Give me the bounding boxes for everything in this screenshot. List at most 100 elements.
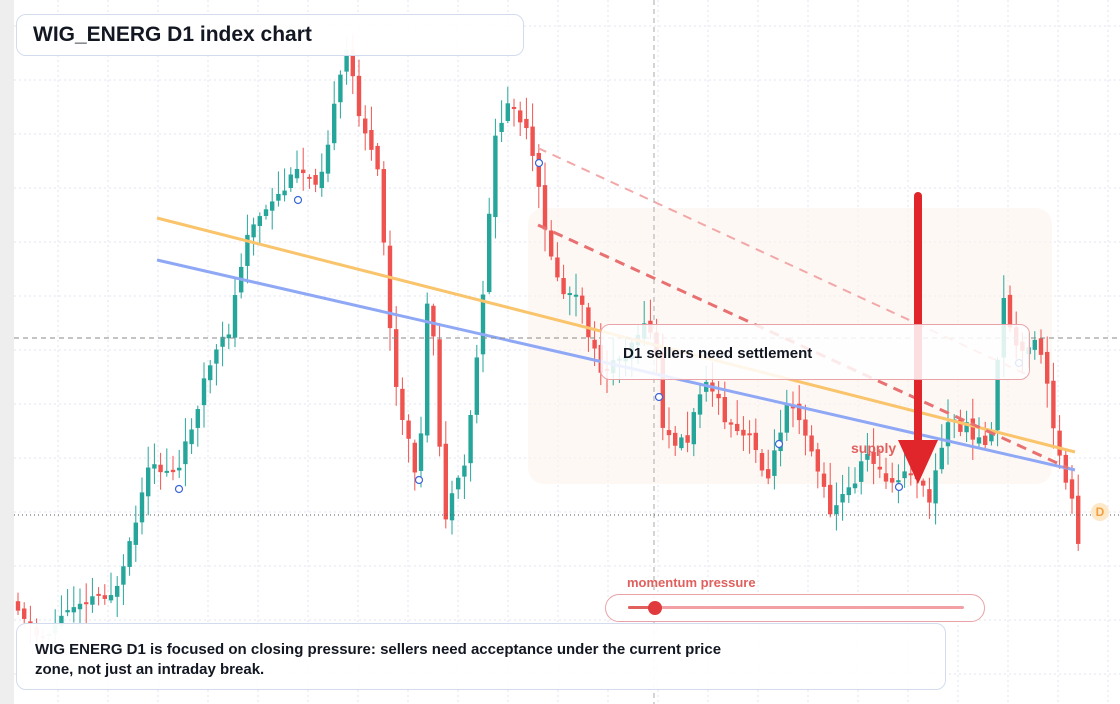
candle-down xyxy=(102,595,107,599)
candle-up xyxy=(220,336,225,347)
candle-up xyxy=(71,607,76,613)
candle-down xyxy=(96,593,101,596)
candle-down xyxy=(735,423,740,432)
candle-down xyxy=(877,466,882,470)
supply-label: supply xyxy=(851,440,897,456)
chart-title-box: WIG_ENERG D1 index chart xyxy=(16,14,524,56)
candle-up xyxy=(282,190,287,196)
candle-up xyxy=(939,447,944,470)
candle-down xyxy=(753,432,758,451)
candle-down xyxy=(1057,430,1062,456)
candle-down xyxy=(356,75,362,117)
candle-up xyxy=(499,122,504,132)
series-marker xyxy=(774,439,784,449)
series-marker xyxy=(894,482,904,492)
candle-down xyxy=(741,429,746,436)
candle-up xyxy=(462,465,467,477)
candle-up xyxy=(152,464,157,469)
candle-down xyxy=(406,420,411,439)
candle-down xyxy=(394,329,399,387)
momentum-knob[interactable] xyxy=(647,601,662,615)
candle-down xyxy=(586,307,591,338)
price-badge: D xyxy=(1091,503,1109,521)
candle-up xyxy=(257,216,262,226)
candle-up xyxy=(679,437,684,449)
candle-down xyxy=(790,406,796,409)
candle-down xyxy=(1038,338,1044,355)
candle-down xyxy=(536,152,541,187)
candle-up xyxy=(902,471,907,479)
candle-up xyxy=(77,603,83,610)
candle-up xyxy=(425,303,430,436)
candle-down xyxy=(809,435,814,452)
candle-up xyxy=(449,493,455,521)
candle-down xyxy=(580,295,585,305)
momentum-slider[interactable] xyxy=(605,594,985,622)
candle-up xyxy=(288,174,293,188)
candle-up xyxy=(121,566,126,585)
candle-up xyxy=(487,213,492,293)
candle-up xyxy=(493,135,498,218)
candle-down xyxy=(821,473,827,487)
candle-up xyxy=(846,487,851,496)
candle-down xyxy=(927,489,932,503)
candle-up xyxy=(214,349,219,364)
candle-up xyxy=(1032,339,1037,350)
candle-up xyxy=(90,596,95,605)
candle-up xyxy=(859,461,864,482)
candle-up xyxy=(208,365,213,381)
candle-up xyxy=(127,541,132,567)
candle-up xyxy=(964,422,969,433)
candle-up xyxy=(474,357,479,415)
candle-down xyxy=(313,174,318,185)
candle-up xyxy=(573,294,579,297)
candle-down xyxy=(983,435,988,446)
candle-up xyxy=(115,585,120,597)
candle-down xyxy=(400,388,405,421)
candle-up xyxy=(133,522,138,545)
candle-down xyxy=(542,185,548,230)
candle-down xyxy=(871,451,876,464)
candle-down xyxy=(84,602,89,605)
candle-down xyxy=(301,169,306,174)
candle-up xyxy=(108,595,114,601)
candle-down xyxy=(350,49,355,77)
candle-down xyxy=(28,621,33,624)
candle-down xyxy=(22,608,27,619)
candle-down xyxy=(1045,351,1050,384)
footer-text: WIG ENERG D1 is focused on closing press… xyxy=(35,641,722,678)
candle-down xyxy=(815,449,820,472)
candles-layer xyxy=(15,33,1081,658)
candle-down xyxy=(921,480,926,486)
candle-down xyxy=(797,403,802,421)
candle-up xyxy=(177,467,182,471)
candle-down xyxy=(443,443,448,520)
candle-up xyxy=(945,422,951,447)
candle-down xyxy=(437,339,442,447)
series-marker xyxy=(654,392,664,402)
candle-down xyxy=(555,257,560,278)
down-arrow-icon xyxy=(898,440,938,484)
sellers-callout: D1 sellers need settlement xyxy=(600,324,1030,380)
candle-down xyxy=(387,245,393,329)
candle-up xyxy=(989,430,994,442)
candle-down xyxy=(561,278,566,295)
candle-up xyxy=(65,610,70,613)
candle-down xyxy=(722,397,727,423)
candle-down xyxy=(1076,495,1081,544)
candle-down xyxy=(747,433,752,436)
candle-down xyxy=(375,145,380,170)
series-marker xyxy=(534,158,544,168)
candle-up xyxy=(995,359,1000,431)
candle-up xyxy=(505,103,510,121)
candle-down xyxy=(685,435,690,443)
candle-down xyxy=(549,230,554,257)
candle-up xyxy=(226,334,231,339)
momentum-fill xyxy=(628,606,655,609)
candle-up xyxy=(933,470,938,504)
chart-title: WIG_ENERG D1 index chart xyxy=(33,23,312,46)
candle-down xyxy=(307,176,312,179)
candle-down xyxy=(511,106,517,109)
candle-down xyxy=(412,442,417,473)
